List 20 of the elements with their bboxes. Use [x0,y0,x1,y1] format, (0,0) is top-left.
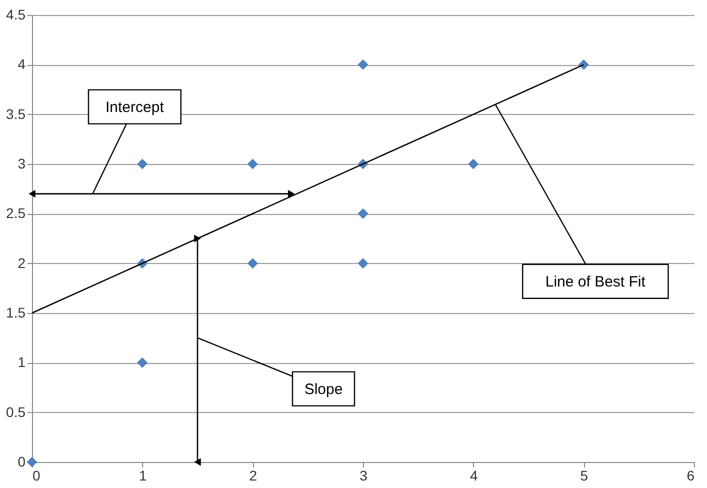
x-tick-label: 4 [470,468,478,484]
y-tick-label: 1 [18,354,26,370]
x-tick-label: 1 [138,468,147,484]
y-tick-label: 3.5 [6,106,26,122]
x-tick-label: 6 [686,468,695,484]
y-tick-label: 2 [18,254,26,271]
y-tick-label: 3 [18,156,26,172]
y-tick-label: 4 [18,56,26,72]
annotation: Slope [304,380,343,398]
y-tick-label: 1.5 [6,304,26,320]
annotation: Intercept [105,98,165,116]
annotation: Line of Best Fit [545,273,646,290]
y-tick-label: 0.5 [6,404,26,420]
y-tick-label: 0 [18,454,26,470]
x-tick-label: 2 [249,468,258,484]
y-tick-label: 4.5 [6,6,26,22]
x-tick-label: 0 [32,468,40,484]
x-tick-label: 3 [360,468,368,484]
y-tick-label: 2.5 [6,205,26,222]
x-tick-label: 5 [580,468,588,484]
